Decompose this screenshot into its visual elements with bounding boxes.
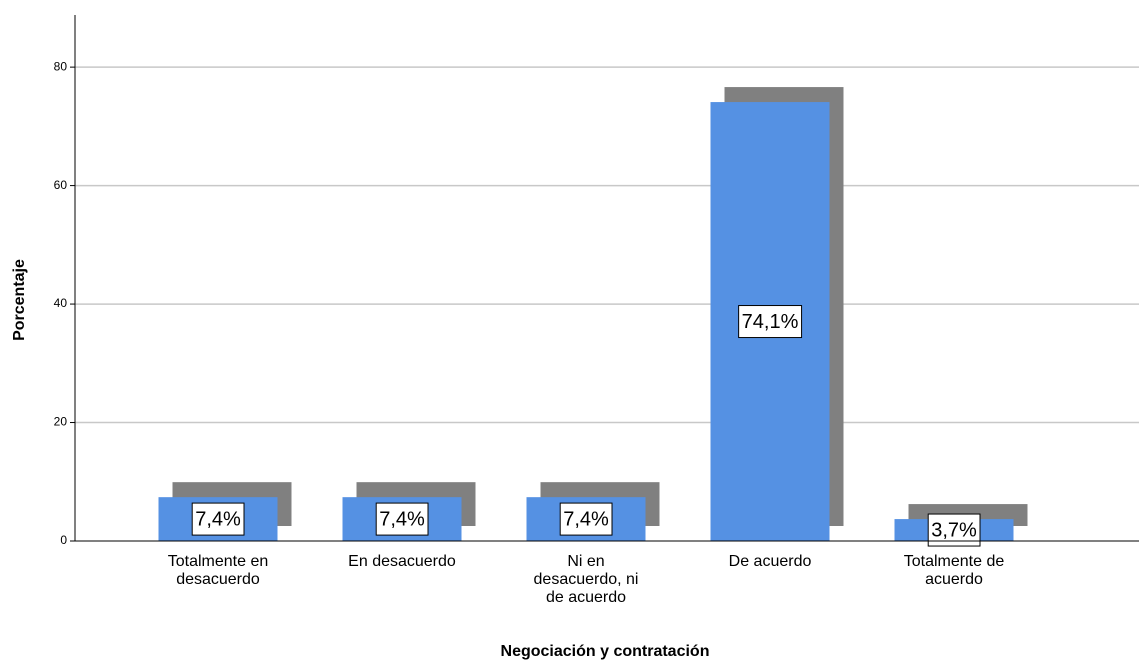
x-tick-label-line: Totalmente en — [168, 553, 269, 570]
x-tick-label: De acuerdo — [729, 553, 812, 570]
x-tick-label-line: En desacuerdo — [348, 553, 456, 570]
y-tick-label: 80 — [54, 59, 68, 73]
value-label-box — [191, 502, 245, 536]
value-label-box — [559, 502, 613, 536]
value-label: 7,4% — [379, 508, 425, 530]
value-label-box — [375, 502, 429, 536]
x-tick-label: Totalmente de acuerdo — [904, 553, 1005, 588]
x-tick-label-line: desacuerdo — [176, 571, 260, 588]
value-label: 7,4% — [195, 508, 241, 530]
value-label: 74,1% — [742, 311, 799, 333]
y-tick-label: 20 — [54, 415, 68, 429]
y-tick-label: 0 — [60, 533, 67, 547]
value-label: 7,4% — [563, 508, 609, 530]
x-tick-label: Ni en desacuerdo, ni de acuerdo — [534, 553, 639, 606]
x-tick-label-line: De acuerdo — [729, 553, 812, 570]
y-axis-title: Porcentaje — [11, 259, 28, 341]
value-label-box — [738, 305, 803, 339]
x-tick-label-line: Ni en — [567, 553, 604, 570]
x-tick-label-line: acuerdo — [925, 571, 983, 588]
x-tick-label-line: Totalmente de — [904, 553, 1005, 570]
value-label: 3,7% — [931, 519, 977, 541]
y-tick-label: 40 — [54, 296, 68, 310]
x-tick-label: Totalmente en desacuerdo — [168, 553, 269, 588]
x-axis-title: Negociación y contratación — [501, 643, 710, 660]
x-tick-label-line: de acuerdo — [546, 589, 626, 606]
x-tick-label-line: desacuerdo, ni — [534, 571, 639, 588]
y-tick-label: 60 — [54, 178, 68, 192]
x-tick-label: En desacuerdo — [348, 553, 456, 570]
